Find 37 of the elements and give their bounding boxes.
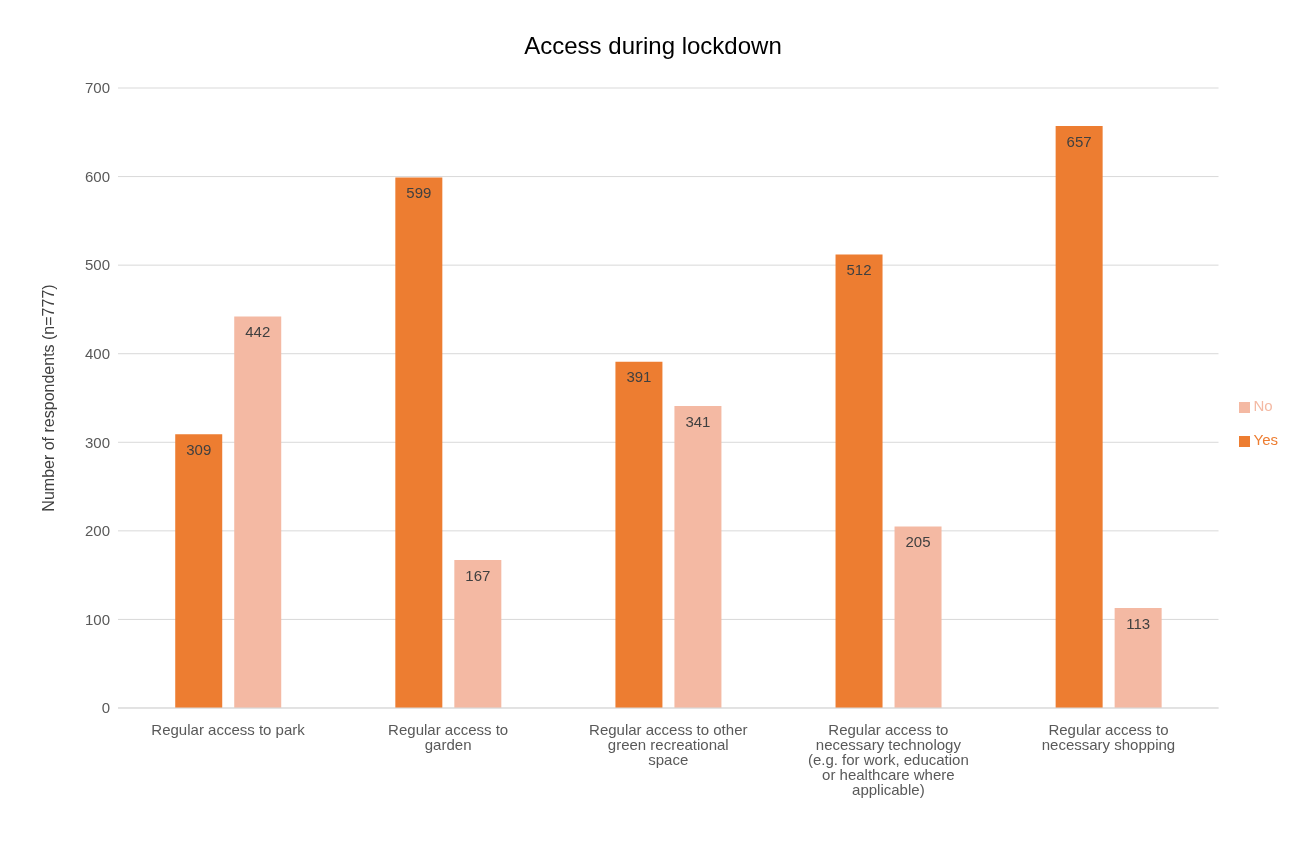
data-label: 309	[186, 440, 212, 458]
bar	[674, 405, 722, 708]
y-tick-label: 400	[84, 345, 110, 363]
y-tick-label: 100	[84, 610, 110, 628]
bar	[1055, 126, 1103, 708]
data-label: 512	[846, 261, 872, 279]
bar	[1114, 607, 1162, 708]
bar	[615, 361, 663, 708]
y-tick-label: 500	[84, 256, 110, 274]
data-label: 657	[1066, 132, 1092, 150]
data-label: 391	[626, 368, 652, 386]
data-label: 113	[1126, 614, 1151, 632]
bar	[175, 434, 223, 708]
x-tick-label: Regular access to park	[151, 720, 306, 738]
y-axis-title: Number of respondents (n=777)	[39, 284, 57, 512]
bar	[395, 177, 443, 708]
bar	[454, 560, 502, 708]
y-tick-label: 300	[84, 433, 110, 451]
bar	[835, 254, 883, 708]
data-label: 167	[465, 566, 491, 584]
legend-label: No	[1253, 397, 1273, 414]
y-tick-label: 200	[84, 522, 110, 540]
y-tick-label: 600	[84, 167, 110, 185]
data-label: 599	[406, 184, 432, 202]
x-tick-label: Regular access to other green recreational space	[589, 720, 748, 768]
y-tick-label: 700	[84, 79, 110, 97]
chart-title: Access during lockdown	[523, 32, 783, 60]
bar	[894, 526, 942, 708]
legend-label: Yes	[1253, 431, 1278, 448]
data-label: 205	[905, 533, 931, 551]
x-tick-label: Regular access to necessary shopping	[1041, 720, 1176, 753]
x-tick-label: Regular access to necessary technology (e.g. for work, education or healthcare where applicable)	[807, 720, 969, 798]
data-label: 341	[685, 412, 711, 430]
data-label: 442	[245, 323, 271, 341]
x-tick-label: Regular access to garden	[388, 720, 509, 753]
y-tick-label: 0	[101, 699, 110, 717]
bar	[234, 316, 282, 708]
